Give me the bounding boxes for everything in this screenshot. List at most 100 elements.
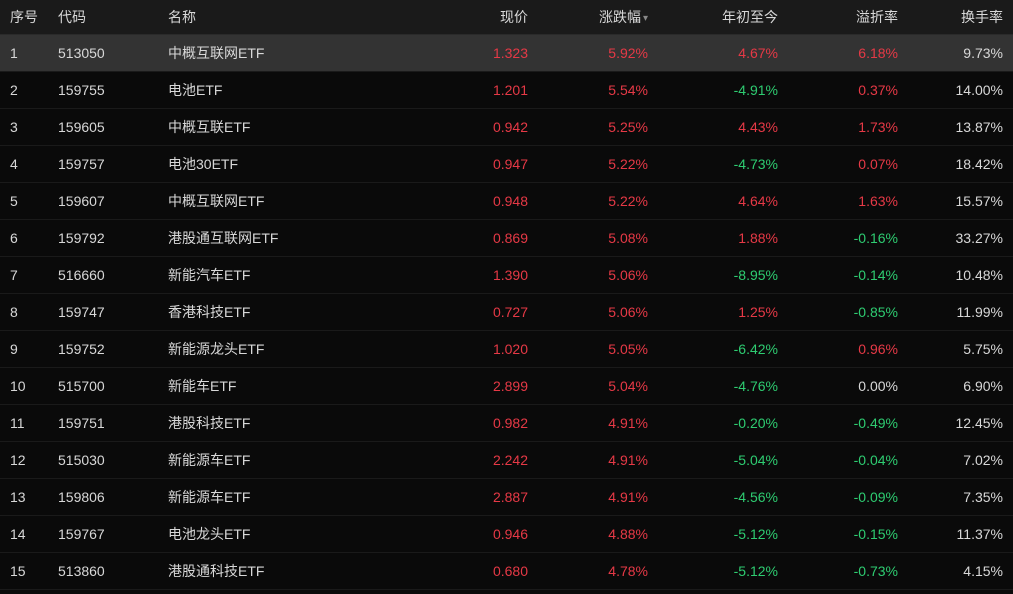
table-row[interactable]: 4159757电池30ETF0.9475.22%-4.73%0.07%18.42… — [0, 145, 1013, 182]
table-row[interactable]: 7516660新能汽车ETF1.3905.06%-8.95%-0.14%10.4… — [0, 256, 1013, 293]
col-header-ytd[interactable]: 年初至今 — [658, 0, 788, 34]
cell-price: 2.242 — [418, 441, 538, 478]
cell-code: 159752 — [48, 330, 158, 367]
cell-price: 2.887 — [418, 478, 538, 515]
cell-price: 0.680 — [418, 552, 538, 589]
cell-ytd: -5.12% — [658, 515, 788, 552]
cell-turnover: 12.45% — [908, 404, 1013, 441]
cell-index: 13 — [0, 478, 48, 515]
cell-change: 5.22% — [538, 182, 658, 219]
cell-price: 0.727 — [418, 293, 538, 330]
cell-premium: 0.00% — [788, 367, 908, 404]
cell-premium: -0.49% — [788, 404, 908, 441]
cell-change: 5.25% — [538, 108, 658, 145]
cell-change: 4.78% — [538, 552, 658, 589]
cell-turnover: 33.27% — [908, 219, 1013, 256]
cell-code: 513050 — [48, 34, 158, 71]
cell-ytd: 4.64% — [658, 182, 788, 219]
cell-turnover: 5.75% — [908, 330, 1013, 367]
col-header-name[interactable]: 名称 — [158, 0, 418, 34]
cell-price: 0.947 — [418, 145, 538, 182]
cell-price: 0.982 — [418, 404, 538, 441]
table-row[interactable]: 8159747香港科技ETF0.7275.06%1.25%-0.85%11.99… — [0, 293, 1013, 330]
cell-name: 新能汽车ETF — [158, 256, 418, 293]
cell-turnover: 13.87% — [908, 108, 1013, 145]
cell-price: 1.390 — [418, 256, 538, 293]
table-row[interactable]: 12515030新能源车ETF2.2424.91%-5.04%-0.04%7.0… — [0, 441, 1013, 478]
cell-premium: 0.07% — [788, 145, 908, 182]
cell-turnover: 6.90% — [908, 367, 1013, 404]
cell-index: 6 — [0, 219, 48, 256]
col-header-change-label: 涨跌幅 — [599, 9, 641, 25]
table-row[interactable]: 5159607中概互联网ETF0.9485.22%4.64%1.63%15.57… — [0, 182, 1013, 219]
cell-turnover: 14.00% — [908, 71, 1013, 108]
cell-change: 5.92% — [538, 34, 658, 71]
cell-name: 电池龙头ETF — [158, 515, 418, 552]
cell-premium: -0.73% — [788, 552, 908, 589]
cell-code: 159747 — [48, 293, 158, 330]
cell-name: 新能车ETF — [158, 367, 418, 404]
table-row[interactable]: 10515700新能车ETF2.8995.04%-4.76%0.00%6.90% — [0, 367, 1013, 404]
cell-code: 159607 — [48, 182, 158, 219]
cell-name: 中概互联ETF — [158, 108, 418, 145]
cell-change: 5.06% — [538, 293, 658, 330]
cell-index: 7 — [0, 256, 48, 293]
cell-ytd: 4.43% — [658, 108, 788, 145]
cell-name: 新能源龙头ETF — [158, 330, 418, 367]
table-row[interactable]: 1513050中概互联网ETF1.3235.92%4.67%6.18%9.73% — [0, 34, 1013, 71]
col-header-premium[interactable]: 溢折率 — [788, 0, 908, 34]
cell-name: 新能源车ETF — [158, 478, 418, 515]
cell-index: 9 — [0, 330, 48, 367]
cell-name: 中概互联网ETF — [158, 34, 418, 71]
cell-index: 12 — [0, 441, 48, 478]
cell-name: 香港科技ETF — [158, 293, 418, 330]
cell-ytd: 4.67% — [658, 34, 788, 71]
cell-premium: 0.37% — [788, 71, 908, 108]
col-header-change[interactable]: 涨跌幅▾ — [538, 0, 658, 34]
cell-name: 港股科技ETF — [158, 404, 418, 441]
table-row[interactable]: 3159605中概互联ETF0.9425.25%4.43%1.73%13.87% — [0, 108, 1013, 145]
cell-price: 0.948 — [418, 182, 538, 219]
cell-name: 港股通互联网ETF — [158, 219, 418, 256]
cell-change: 4.91% — [538, 478, 658, 515]
cell-code: 159605 — [48, 108, 158, 145]
cell-turnover: 7.35% — [908, 478, 1013, 515]
table-row[interactable]: 13159806新能源车ETF2.8874.91%-4.56%-0.09%7.3… — [0, 478, 1013, 515]
cell-premium: -0.85% — [788, 293, 908, 330]
cell-price: 0.946 — [418, 515, 538, 552]
cell-index: 1 — [0, 34, 48, 71]
cell-name: 中概互联网ETF — [158, 182, 418, 219]
cell-code: 159806 — [48, 478, 158, 515]
cell-code: 159767 — [48, 515, 158, 552]
cell-change: 5.54% — [538, 71, 658, 108]
table-row[interactable]: 2159755电池ETF1.2015.54%-4.91%0.37%14.00% — [0, 71, 1013, 108]
cell-change: 4.91% — [538, 441, 658, 478]
table-row[interactable]: 15513860港股通科技ETF0.6804.78%-5.12%-0.73%4.… — [0, 552, 1013, 589]
col-header-code[interactable]: 代码 — [48, 0, 158, 34]
table-row[interactable]: 14159767电池龙头ETF0.9464.88%-5.12%-0.15%11.… — [0, 515, 1013, 552]
col-header-index[interactable]: 序号 — [0, 0, 48, 34]
col-header-price[interactable]: 现价 — [418, 0, 538, 34]
cell-ytd: 1.88% — [658, 219, 788, 256]
cell-price: 0.942 — [418, 108, 538, 145]
cell-premium: 1.73% — [788, 108, 908, 145]
table-row[interactable]: 11159751港股科技ETF0.9824.91%-0.20%-0.49%12.… — [0, 404, 1013, 441]
table-body: 1513050中概互联网ETF1.3235.92%4.67%6.18%9.73%… — [0, 34, 1013, 589]
cell-ytd: -4.73% — [658, 145, 788, 182]
etf-table: 序号 代码 名称 现价 涨跌幅▾ 年初至今 溢折率 换手率 1513050中概互… — [0, 0, 1013, 590]
cell-premium: 6.18% — [788, 34, 908, 71]
col-header-turnover[interactable]: 换手率 — [908, 0, 1013, 34]
table-row[interactable]: 6159792港股通互联网ETF0.8695.08%1.88%-0.16%33.… — [0, 219, 1013, 256]
cell-index: 15 — [0, 552, 48, 589]
cell-turnover: 4.15% — [908, 552, 1013, 589]
cell-index: 5 — [0, 182, 48, 219]
cell-change: 5.05% — [538, 330, 658, 367]
cell-change: 5.04% — [538, 367, 658, 404]
table-row[interactable]: 9159752新能源龙头ETF1.0205.05%-6.42%0.96%5.75… — [0, 330, 1013, 367]
cell-code: 159757 — [48, 145, 158, 182]
cell-code: 159751 — [48, 404, 158, 441]
cell-index: 10 — [0, 367, 48, 404]
cell-index: 3 — [0, 108, 48, 145]
cell-ytd: -4.56% — [658, 478, 788, 515]
cell-price: 0.869 — [418, 219, 538, 256]
